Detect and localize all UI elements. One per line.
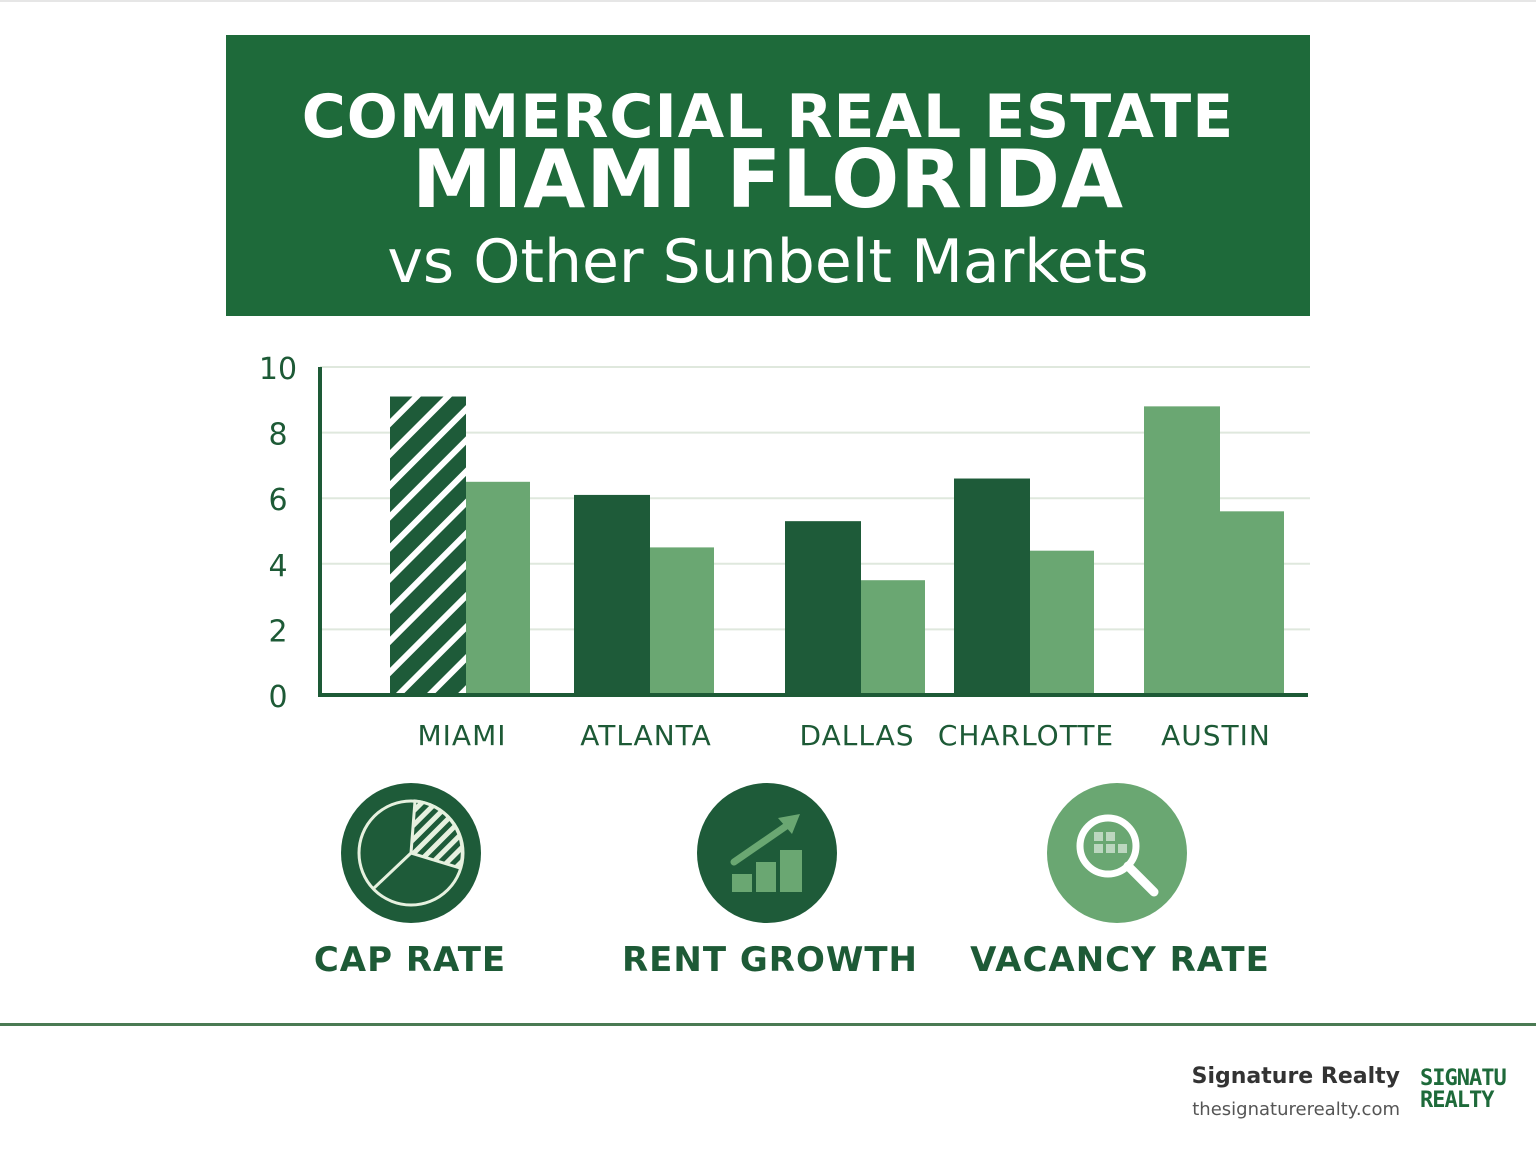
x-category-label: AUSTIN — [1161, 719, 1271, 752]
bar-series-1 — [390, 396, 466, 695]
metric-label-rent-growth: RENT GROWTH — [621, 940, 919, 980]
magnifier-icon — [1047, 783, 1187, 923]
bar-chart: 0 2 4 6 8 10 MIAMI ATLANTA DALLAS CHARLOTTE AUSTIN — [259, 352, 1310, 752]
bar-series-2 — [1030, 550, 1094, 695]
y-tick-label: 10 — [259, 352, 297, 387]
brand-name: Signature Realty — [1191, 1064, 1400, 1089]
pie-chart-icon — [341, 783, 481, 923]
bar-series-1 — [574, 494, 650, 695]
bar-series-2 — [650, 547, 714, 695]
signature-realty-logo: SIGNATU REALTY — [1420, 1068, 1536, 1118]
y-tick-label: 2 — [268, 614, 287, 649]
metric-label-vacancy-rate: VACANCY RATE — [970, 940, 1270, 980]
footer-rule — [0, 1023, 1536, 1026]
metric-label-cap-rate: CAP RATE — [313, 940, 507, 980]
title-banner: COMMERCIAL REAL ESTATE MIAMI FLORIDA vs … — [226, 35, 1310, 316]
bar-series-2 — [466, 481, 530, 695]
logo-text-2: REALTY — [1420, 1088, 1494, 1113]
x-category-label: ATLANTA — [580, 719, 712, 752]
title-line-3: vs Other Sunbelt Markets — [387, 227, 1149, 297]
growth-chart-icon — [697, 783, 837, 923]
y-tick-label: 0 — [268, 680, 287, 715]
bar-series-2 — [1220, 511, 1284, 695]
bar-series-2 — [861, 580, 925, 695]
top-rule — [0, 0, 1536, 2]
title-line-2: MIAMI FLORIDA — [412, 133, 1124, 226]
x-category-label: MIAMI — [418, 719, 507, 752]
y-tick-label: 4 — [268, 549, 287, 584]
y-tick-label: 8 — [268, 418, 287, 453]
x-category-label: DALLAS — [800, 719, 915, 752]
title-line-1: COMMERCIAL REAL ESTATE — [301, 82, 1235, 152]
bar-series-1 — [1144, 406, 1220, 695]
bar-series-1 — [785, 521, 861, 695]
y-tick-label: 6 — [268, 483, 287, 518]
logo-text-1: SIGNATU — [1420, 1068, 1507, 1091]
bar-series-1 — [954, 478, 1030, 695]
x-category-label: CHARLOTTE — [938, 719, 1114, 752]
brand-url: thesignaturerealty.com — [1192, 1099, 1400, 1120]
